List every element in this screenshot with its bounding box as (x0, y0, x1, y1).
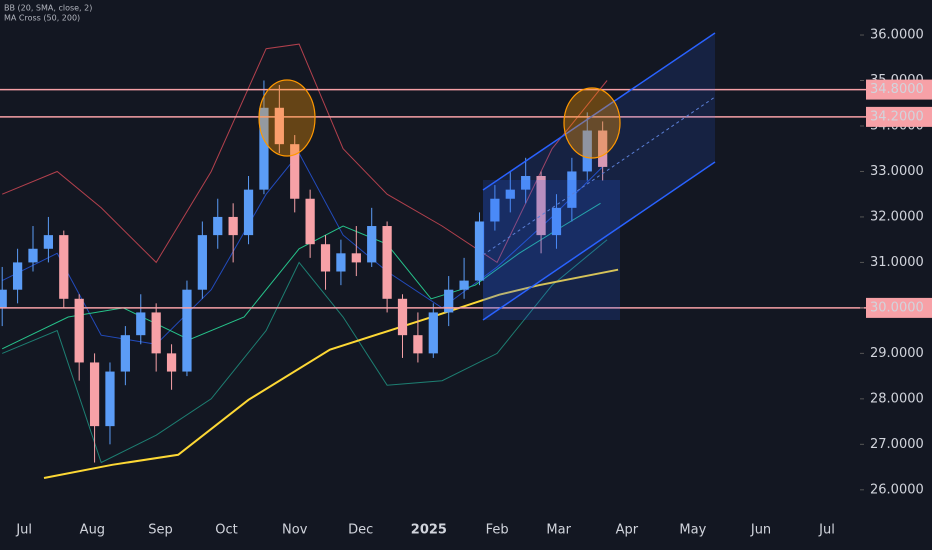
drawings (258, 32, 716, 321)
y-tick-label: 31.0000 (870, 255, 924, 270)
candle-body (551, 207, 562, 236)
channel-lower (482, 161, 716, 321)
channel-mid (482, 96, 716, 256)
candle-body (490, 198, 500, 222)
candle-body (105, 371, 115, 427)
candle-body (59, 235, 69, 299)
x-tick-label: Dec (348, 523, 373, 538)
candle-body (474, 221, 485, 281)
candle-body (120, 335, 130, 372)
candle-body (413, 335, 423, 354)
candle-body (459, 280, 469, 290)
candle-body (136, 312, 146, 336)
y-tick-label: 29.0000 (870, 346, 924, 361)
level-label-box (866, 106, 932, 127)
y-tick-label: 27.0000 (870, 437, 924, 452)
candle-body (228, 216, 238, 236)
candle-body (151, 312, 161, 354)
level-label-box (866, 79, 932, 100)
x-tick-label: Jun (750, 523, 771, 538)
candle-body (12, 262, 23, 290)
candle-body (0, 289, 7, 308)
range-box (483, 180, 620, 320)
y-tick-label: 26.0000 (870, 482, 924, 497)
highlight-circle (563, 87, 621, 159)
candle-body (382, 226, 392, 299)
x-tick-label: 2025 (411, 523, 447, 538)
x-tick-label: Mar (546, 523, 571, 538)
candle-body (74, 298, 84, 363)
candle-body (428, 312, 438, 354)
candle-body (166, 353, 177, 372)
candle-body (290, 144, 300, 199)
highlight-circle (258, 79, 316, 157)
level-label-box (866, 297, 932, 318)
level-label: 34.2000 (870, 109, 924, 124)
candle-body (582, 130, 592, 172)
candle-body (43, 235, 54, 249)
legend: BB (20, SMA, close, 2) MA Cross (50, 200… (4, 4, 92, 23)
x-tick-label: Sep (148, 523, 173, 538)
x-tick-label: Jul (818, 523, 835, 538)
indicator-line (2, 239, 608, 464)
x-tick-label: Feb (486, 523, 509, 538)
candle-body (567, 171, 577, 208)
axes: 26.0000 27.0000 28.0000 29.0000 30.0000 31.00… (15, 28, 932, 538)
candle-body (320, 244, 331, 272)
level-label: 34.8000 (870, 82, 924, 97)
level-label: 30.0000 (870, 300, 924, 315)
x-tick-label: Aug (80, 523, 105, 538)
candle-body (397, 298, 408, 336)
candle-body (89, 362, 100, 427)
candle-body (351, 253, 361, 263)
candle-body (444, 289, 454, 313)
candle-body (243, 189, 254, 236)
y-tick-label: 32.0000 (870, 209, 924, 224)
indicator-line (43, 268, 619, 479)
candle-body (197, 235, 207, 290)
candle-body (521, 176, 531, 190)
x-tick-label: Oct (215, 523, 237, 538)
channel-upper (482, 32, 716, 191)
candle-body (305, 198, 315, 245)
x-tick-label: May (679, 523, 706, 538)
candle-body (28, 248, 38, 263)
plot-area (0, 43, 870, 479)
indicator-label: MA Cross (50, 200) (4, 14, 80, 23)
indicator-line (2, 43, 608, 264)
candle-body (505, 189, 515, 199)
y-tick-label: 36.0000 (870, 28, 924, 43)
indicator-label: BB (20, SMA, close, 2) (4, 4, 92, 13)
y-tick-label: 33.0000 (870, 164, 924, 179)
candle-body (259, 107, 269, 190)
candle-body (598, 130, 608, 167)
candle-body (182, 289, 192, 372)
y-tick-label: 28.0000 (870, 391, 924, 406)
x-tick-label: Nov (282, 523, 308, 538)
candle-body (274, 107, 284, 145)
candle-body (367, 226, 377, 263)
candle-body (336, 253, 346, 272)
x-tick-label: Apr (616, 523, 639, 538)
candle-body (536, 176, 546, 236)
candle-body (213, 216, 223, 236)
x-tick-label: Jul (15, 523, 32, 538)
